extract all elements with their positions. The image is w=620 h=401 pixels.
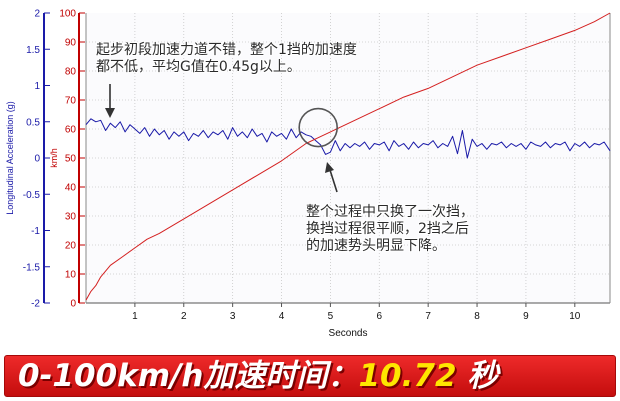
- x-tick-label: 6: [377, 311, 383, 322]
- x-tick-label: 5: [328, 311, 334, 322]
- annotation-first-gear-line2: 都不低，平均G值在0.45g以上。: [96, 59, 301, 75]
- speed-series-line: [85, 12, 611, 301]
- annotation-first-gear-line1: 起步初段加速力道不错，整个1挡的加速度: [96, 42, 357, 58]
- y-right-tick-label: 0: [70, 299, 76, 310]
- y-left-tick-label: -1.5: [23, 262, 41, 273]
- y-left-tick-label: 2: [34, 9, 40, 20]
- y-right-tick-label: 90: [65, 38, 77, 49]
- x-tick-label: 3: [230, 311, 236, 322]
- x-axis-label: Seconds: [329, 328, 368, 339]
- x-tick-label: 10: [569, 311, 581, 322]
- acceleration-series-line: [85, 118, 611, 159]
- arrow-gear-shift-head: [325, 162, 334, 173]
- y-left-axis-label: Longitudinal Acceleration (g): [5, 101, 15, 215]
- x-tick-label: 1: [132, 311, 138, 322]
- y-left-tick-label: -1: [31, 226, 40, 237]
- y-right-tick-label: 80: [65, 67, 77, 78]
- y-left-tick-label: 1.5: [26, 45, 40, 56]
- y-left-tick-label: -0.5: [23, 190, 41, 201]
- annotation-gear-shift-line1: 整个过程中只换了一次挡，: [306, 204, 474, 220]
- y-right-tick-label: 70: [65, 96, 77, 107]
- acceleration-chart: 21.510.50-0.5-1-1.5-21009080706050403020…: [5, 9, 611, 339]
- y-right-tick-label: 100: [59, 9, 76, 20]
- annotation-gear-shift-line3: 的加速势头明显下降。: [306, 238, 446, 254]
- y-right-tick-label: 60: [65, 125, 77, 136]
- y-left-tick-label: 0.5: [26, 117, 40, 128]
- y-left-tick-label: 1: [34, 81, 40, 92]
- result-banner: 0-100km/h加速时间：10.72 秒: [0, 352, 620, 401]
- y-right-tick-label: 30: [65, 212, 77, 223]
- result-banner-background: [4, 355, 616, 397]
- arrow-first-gear-head: [105, 108, 115, 118]
- annotation-first-gear: 起步初段加速力道不错，整个1挡的加速度 都不低，平均G值在0.45g以上。: [96, 42, 357, 76]
- x-tick-label: 2: [181, 311, 187, 322]
- gear-shift-circle: [298, 107, 338, 148]
- y-left-tick-label: 0: [34, 154, 40, 165]
- y-right-tick-label: 20: [65, 241, 77, 252]
- banner-value: 10.72: [358, 358, 457, 394]
- y-right-axis-label: km/h: [49, 148, 59, 168]
- result-banner-text: 0-100km/h加速时间：10.72 秒: [18, 356, 498, 396]
- y-right-tick-label: 10: [65, 270, 77, 281]
- x-tick-label: 7: [425, 311, 431, 322]
- arrow-gear-shift-shaft: [329, 169, 338, 193]
- x-tick-label: 4: [279, 311, 285, 322]
- y-right-tick-label: 40: [65, 183, 77, 194]
- x-tick-label: 9: [523, 311, 529, 322]
- y-right-tick-label: 50: [65, 154, 77, 165]
- banner-label: 0-100km/h加速时间：: [18, 358, 359, 394]
- banner-unit: 秒: [467, 358, 499, 394]
- annotation-gear-shift-line2: 换挡过程很平顺，2挡之后: [306, 221, 469, 237]
- x-tick-label: 8: [474, 311, 480, 322]
- y-left-tick-label: -2: [31, 299, 40, 310]
- annotation-gear-shift: 整个过程中只换了一次挡， 换挡过程很平顺，2挡之后 的加速势头明显下降。: [306, 204, 474, 255]
